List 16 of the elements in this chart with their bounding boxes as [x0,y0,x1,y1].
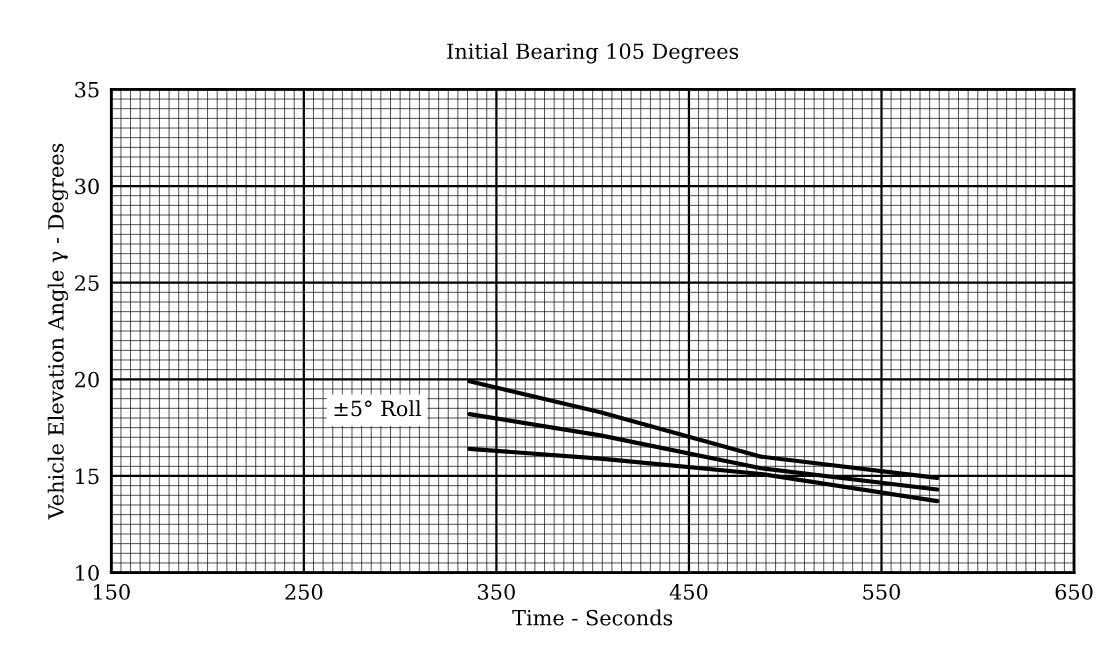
x-tick-label: 150 [93,584,130,600]
y-tick-label: 15 [76,468,99,485]
y-tick-label: 10 [76,565,99,581]
y-tick-label: 25 [75,275,99,291]
x-tick-label: 250 [285,584,323,600]
annotation: ±5° Roll [334,400,422,417]
chart-title: Initial Bearing 105 Degrees [447,42,739,64]
y-axis-title: Vehicle Elevation Angle γ - Degrees [47,143,69,520]
x-tick-label: 450 [669,584,708,600]
x-tick-label: 350 [478,584,515,600]
y-tick-label: 30 [75,178,99,195]
y-tick-label: 35 [75,81,99,98]
x-axis-title: Time - Seconds [512,609,673,626]
x-tick-label: 650 [1055,584,1093,600]
x-tick-label: 550 [863,584,900,600]
y-tick-label: 20 [75,371,99,388]
